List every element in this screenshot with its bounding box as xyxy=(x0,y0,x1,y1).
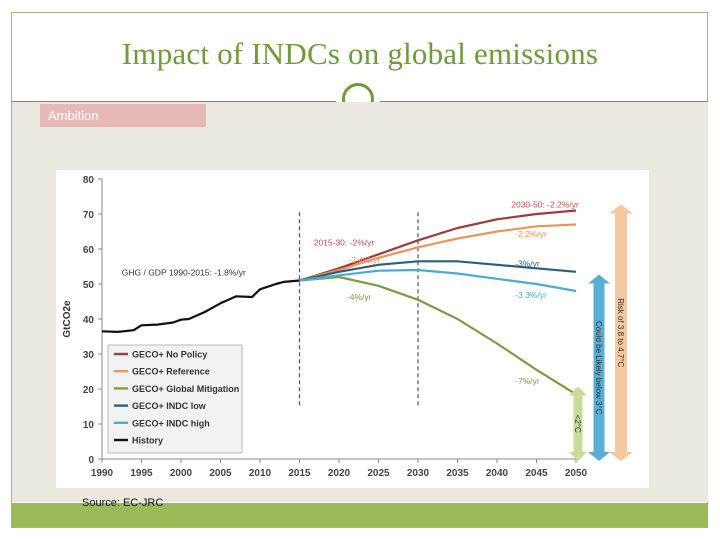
series-line-geco-indc-high xyxy=(299,268,577,293)
annotation: -3.3%/yr xyxy=(515,290,547,300)
legend-label: GECO+ INDC high xyxy=(132,418,210,428)
legend-label: GECO+ Reference xyxy=(132,367,210,377)
ambition-tag: Ambition xyxy=(40,104,206,127)
y-tick-label: 20 xyxy=(83,385,95,396)
x-tick-label: 2035 xyxy=(446,468,469,479)
annotation: 2030-50: -2.2%/yr xyxy=(511,200,579,210)
range-label: <2°C xyxy=(573,415,582,433)
y-tick-label: 50 xyxy=(83,280,95,291)
annotation: -2.2%/yr xyxy=(515,229,547,239)
y-tick-label: 10 xyxy=(83,420,95,431)
y-axis-label: GtCO2e xyxy=(62,300,73,338)
y-tick-label: 80 xyxy=(83,175,95,186)
range-arrow xyxy=(588,274,610,461)
y-tick-label: 60 xyxy=(83,245,95,256)
x-tick-label: 2025 xyxy=(367,468,390,479)
y-tick-label: 0 xyxy=(88,455,94,466)
x-tick-label: 1995 xyxy=(130,468,153,479)
x-tick-label: 2005 xyxy=(209,468,232,479)
x-tick-label: 1990 xyxy=(91,468,114,479)
x-tick-label: 2040 xyxy=(486,468,509,479)
legend-label: GECO+ Global Mitigation xyxy=(132,384,239,394)
emissions-chart: 0 10 20 30 40 50 60 70 80 1990 1995 2000 2005 2010 201… xyxy=(56,170,649,488)
range-arrow xyxy=(569,386,587,461)
series-line-geco-no-policy xyxy=(299,209,577,282)
annotation: -7%/yr xyxy=(515,376,540,386)
series-line-geco-indc-low xyxy=(299,260,577,282)
y-tick-label: 70 xyxy=(83,210,95,221)
x-tick-label: 2010 xyxy=(249,468,272,479)
footer-bar xyxy=(12,503,708,527)
legend-label: GECO+ No Policy xyxy=(132,350,207,360)
y-tick-label: 30 xyxy=(83,350,95,361)
x-tick-label: 2045 xyxy=(525,468,548,479)
x-tick-label: 2030 xyxy=(407,468,430,479)
x-tick-label: 2000 xyxy=(170,468,193,479)
annotation: -3%/yr xyxy=(515,259,540,269)
slide-title: Impact of INDCs on global emissions xyxy=(121,36,599,71)
range-label: Could be Likely below 3°C xyxy=(594,321,603,415)
range-label: Risk of 3.8 to 4.7°C xyxy=(616,298,625,367)
legend-label: GECO+ INDC low xyxy=(132,401,207,411)
y-tick-label: 40 xyxy=(83,315,95,326)
legend-label: History xyxy=(132,436,163,446)
range-arrow xyxy=(609,204,633,461)
x-tick-label: 2020 xyxy=(328,468,351,479)
annotation: GHG / GDP 1990-2015: -1.8%/yr xyxy=(122,267,246,277)
series-line-history xyxy=(101,279,300,333)
source-note: Source: EC-JRC xyxy=(82,497,164,509)
x-tick-label: 2015 xyxy=(288,468,311,479)
series-line-geco-global-mitigation xyxy=(299,275,577,396)
annotation: -2.4%/yr xyxy=(348,255,380,265)
annotation: -4%/yr xyxy=(347,292,372,302)
annotation: 2015-30: -2%/yr xyxy=(314,238,375,248)
x-tick-label: 2050 xyxy=(565,468,588,479)
series-line-geco-reference xyxy=(299,223,577,282)
legend-box xyxy=(107,344,243,454)
